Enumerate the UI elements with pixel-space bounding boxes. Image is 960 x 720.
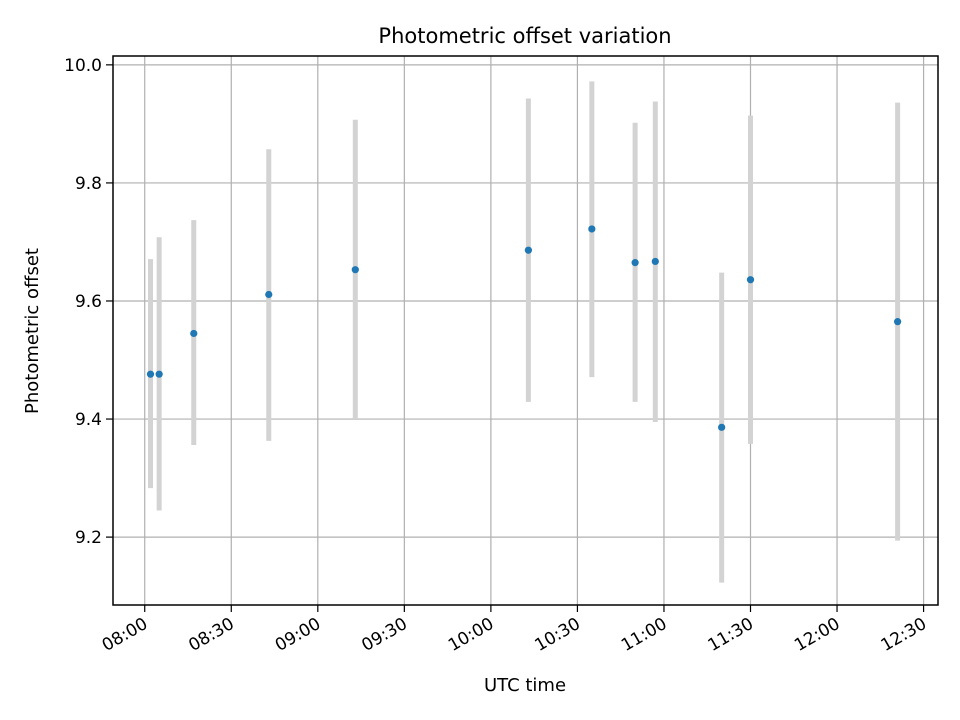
y-axis-label: Photometric offset (22, 248, 43, 414)
data-point (631, 259, 639, 267)
data-point (746, 276, 755, 284)
x-axis-label: UTC time (484, 675, 566, 696)
data-point (155, 370, 163, 378)
grid (113, 56, 938, 605)
data-point (718, 423, 726, 431)
y-tick-label: 10.0 (64, 56, 102, 76)
plot-frame (112, 55, 939, 606)
data-point (588, 225, 596, 233)
y-axis: 9.2 9.4 9.6 9.8 10.0 (64, 56, 113, 548)
data-point (524, 246, 532, 254)
chart-title: Photometric offset variation (378, 24, 671, 48)
data-point (351, 266, 359, 274)
y-tick-label: 9.6 (75, 292, 102, 312)
y-tick-label: 9.4 (75, 410, 102, 430)
y-tick-label: 9.2 (75, 528, 102, 548)
data-point (265, 290, 273, 299)
data-points (146, 225, 902, 431)
y-tick-label: 9.8 (75, 174, 102, 194)
data-point (651, 257, 659, 266)
data-point (894, 318, 902, 326)
data-point (190, 329, 198, 338)
data-point (146, 370, 155, 378)
